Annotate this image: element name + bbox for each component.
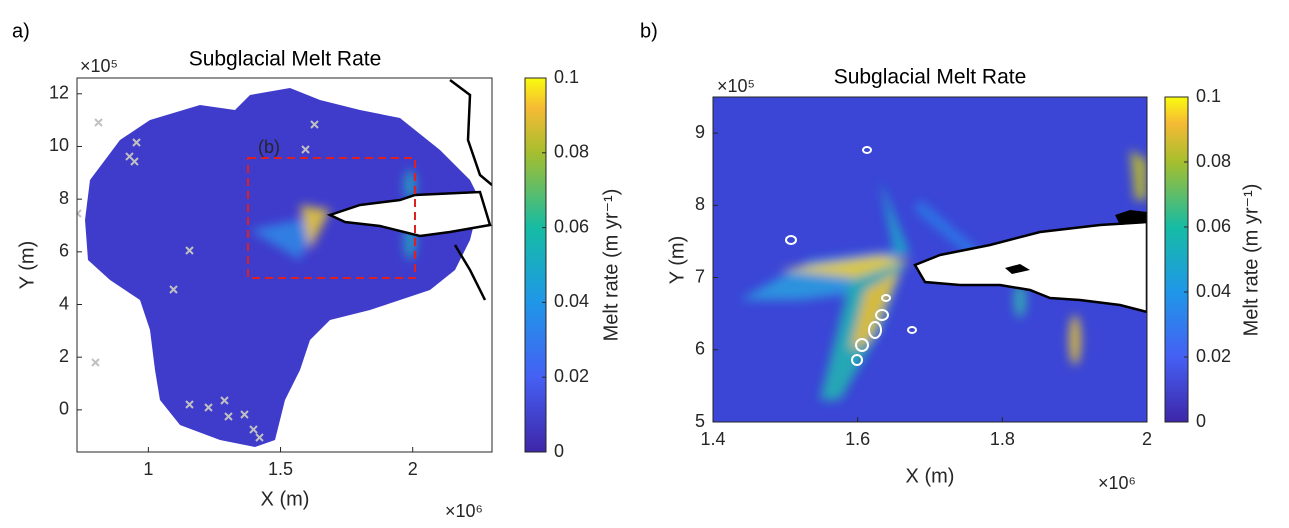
station-markers (77, 118, 319, 442)
colorbar (1164, 96, 1189, 423)
x-tick-label: 1.8 (990, 429, 1015, 449)
colorbar-tick-label: 0 (554, 441, 564, 461)
colorbar-label: Melt rate (m yr⁻¹) (600, 189, 622, 342)
panel-label: b) (640, 20, 658, 42)
y-axis-label: Y (m) (16, 241, 38, 290)
colorbar-tick-label: 0.08 (554, 142, 589, 162)
y-tick-label: 10 (49, 135, 69, 155)
colorbar-label: Melt rate (m yr⁻¹) (1240, 184, 1262, 337)
x-multiplier: ×10⁶ (1098, 473, 1136, 493)
chart-title: Subglacial Melt Rate (834, 66, 1027, 89)
x-tick-label: 1.5 (268, 459, 293, 479)
melt-field (713, 97, 1147, 422)
y-tick-label: 6 (59, 241, 69, 261)
y-tick-label: 4 (59, 293, 69, 313)
y-tick-label: 8 (59, 188, 69, 208)
colorbar-tick-label: 0 (1196, 411, 1206, 431)
y-tick-label: 8 (695, 194, 705, 214)
colorbar-tick-label: 0.04 (1196, 281, 1231, 301)
x-axis-label: X (m) (261, 488, 310, 510)
x-tick-label: 2 (1142, 429, 1152, 449)
inset-box (247, 157, 416, 279)
y-tick-label: 5 (695, 411, 705, 431)
colorbar-tick-label: 0.1 (1196, 86, 1221, 106)
colorbar (524, 77, 547, 453)
colorbar-tick-label: 0.06 (1196, 216, 1231, 236)
colorbar-tick-label: 0.02 (554, 366, 589, 386)
x-tick-label: 1.6 (845, 429, 870, 449)
y-tick-label: 7 (695, 266, 705, 286)
colorbar-tick-label: 0.02 (1196, 346, 1231, 366)
colorbar-tick-label: 0.1 (554, 67, 579, 87)
y-tick-label: 9 (695, 122, 705, 142)
y-tick-label: 12 (49, 83, 69, 103)
y-axis-label: Y (m) (666, 236, 688, 285)
y-multiplier: ×10⁵ (80, 56, 118, 76)
colorbar-tick-label: 0.06 (554, 216, 589, 236)
chart-title: Subglacial Melt Rate (189, 48, 382, 71)
annotation: (b) (258, 137, 280, 157)
colorbar-tick-label: 0.08 (1196, 151, 1231, 171)
y-tick-label: 2 (59, 346, 69, 366)
x-tick-label: 2 (408, 459, 418, 479)
melt-field (77, 79, 492, 447)
colorbar-tick-label: 0.04 (554, 291, 589, 311)
y-multiplier: ×10⁵ (717, 76, 755, 96)
x-multiplier: ×10⁶ (445, 501, 483, 521)
axes-box (76, 77, 493, 453)
x-axis-label: X (m) (906, 465, 955, 487)
x-tick-label: 1.4 (700, 429, 725, 449)
y-tick-label: 6 (695, 339, 705, 359)
x-tick-label: 1 (143, 459, 153, 479)
axes-box (712, 96, 1148, 423)
y-tick-label: 0 (59, 399, 69, 419)
panel-label: a) (12, 20, 30, 42)
